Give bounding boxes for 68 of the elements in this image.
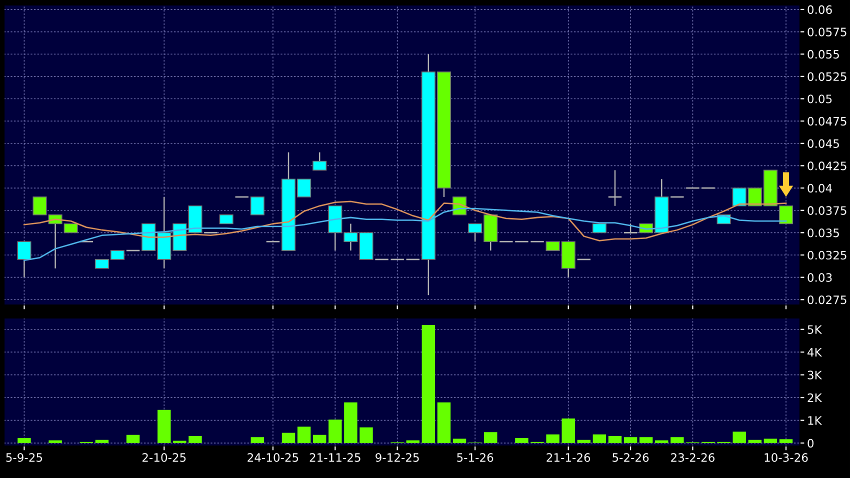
bar <box>608 436 622 444</box>
bar <box>328 420 342 444</box>
line-series <box>24 200 787 242</box>
y-tick-label: 0.055 <box>808 50 839 59</box>
bar <box>670 437 684 444</box>
bar <box>779 439 793 444</box>
bar <box>577 440 591 444</box>
y-tick-label: 0.0375 <box>808 206 846 215</box>
bar <box>126 434 140 444</box>
bar <box>48 440 62 444</box>
bar <box>95 440 109 444</box>
y-tick-label: 0.045 <box>808 139 839 148</box>
bar <box>562 418 575 444</box>
bar <box>452 438 466 444</box>
y-tick-label: 0.0325 <box>808 250 846 260</box>
y-tick-label: 1K <box>808 416 822 425</box>
y-tick-label: 0.0525 <box>808 72 846 81</box>
candlestick <box>250 196 264 216</box>
y-tick-label: 0.0275 <box>808 295 846 304</box>
bar <box>312 434 326 444</box>
bar <box>624 437 638 444</box>
candlestick <box>608 170 622 207</box>
bar <box>484 432 498 444</box>
y-tick-label: 0.04 <box>808 184 832 193</box>
x-tick-label: 21-1-26 <box>546 453 590 462</box>
bar <box>515 438 528 444</box>
bar <box>173 440 186 444</box>
bar <box>422 325 436 444</box>
bar <box>592 434 606 444</box>
bar <box>437 402 451 444</box>
y-tick-label: 0 <box>808 438 814 448</box>
y-tick-label: 0.0425 <box>808 162 846 170</box>
bar <box>764 438 778 444</box>
y-tick-label: 0.05 <box>808 94 832 104</box>
y-tick-label: 0.0575 <box>808 28 846 36</box>
bar <box>344 402 358 444</box>
bar <box>188 436 202 444</box>
bar <box>406 440 420 444</box>
x-tick-label: 9-12-25 <box>376 453 419 462</box>
x-tick-label: 23-2-26 <box>671 453 714 462</box>
y-tick-label: 5K <box>808 325 822 334</box>
y-tick-label: 0.035 <box>808 228 839 238</box>
x-tick-label: 24-10-25 <box>248 453 298 462</box>
y-tick-label: 2K <box>808 393 822 402</box>
y-tick-label: 0.03 <box>808 273 832 282</box>
bar <box>18 438 31 444</box>
bar <box>250 437 264 444</box>
y-tick-label: 0.0475 <box>808 116 846 126</box>
bar <box>158 410 171 444</box>
y-tick-label: 0.06 <box>808 5 832 14</box>
bar <box>748 440 762 444</box>
candlestick <box>17 240 32 278</box>
x-tick-label: 5-1-26 <box>457 453 494 462</box>
x-tick-label: 5-2-26 <box>612 453 649 462</box>
bar <box>655 440 668 444</box>
x-tick-label: 21-11-25 <box>310 453 360 462</box>
bar <box>360 427 373 444</box>
y-tick-label: 3K <box>808 370 822 380</box>
bar <box>639 437 653 444</box>
candlestick <box>312 152 327 171</box>
bar <box>297 426 311 444</box>
bar <box>732 432 746 444</box>
bar <box>546 434 560 444</box>
y-tick-label: 4K <box>808 348 822 356</box>
x-tick-label: 10-3-26 <box>764 453 808 462</box>
x-tick-label: 5-9-25 <box>6 453 42 462</box>
x-tick-label: 2-10-25 <box>142 453 186 462</box>
bar <box>282 432 296 444</box>
